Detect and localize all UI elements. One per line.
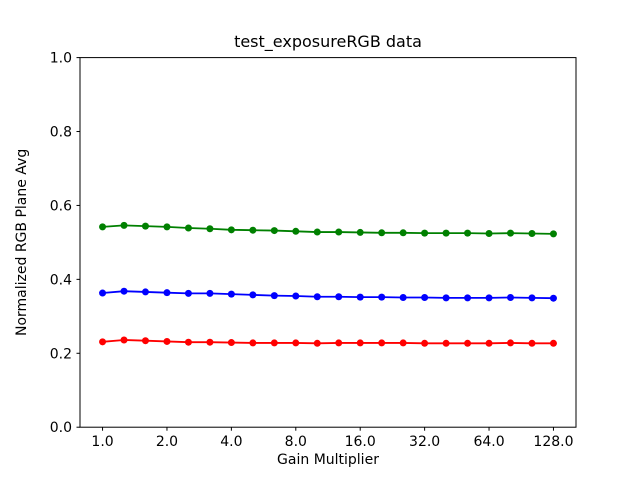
- data-point-marker-g: [464, 229, 472, 237]
- data-point-marker-b: [249, 291, 257, 299]
- data-point-marker-b: [184, 289, 192, 297]
- series-line-b: [101, 290, 555, 300]
- data-point-marker-g: [120, 221, 128, 229]
- series-line-g: [101, 224, 555, 235]
- data-point-marker-g: [249, 226, 257, 234]
- plot-area: 1.0 2.0 4.0 8.0 16.0 32.0 64.0 128.0 0.0 0.2 0.4 0.…: [50, 51, 577, 450]
- data-point-marker-b: [99, 289, 107, 297]
- data-point-marker-g: [99, 223, 107, 231]
- series-line-r: [101, 339, 555, 345]
- data-point-marker-g: [421, 229, 429, 237]
- y-axis-label: Normalized RGB Plane Avg: [14, 149, 30, 336]
- data-point-marker-b: [335, 293, 343, 301]
- x-tick-label: 4.0: [220, 434, 242, 450]
- data-point-marker-g: [292, 227, 300, 235]
- data-point-marker-b: [141, 288, 149, 296]
- data-point-marker-b: [120, 287, 128, 295]
- data-point-marker-b: [507, 293, 515, 301]
- data-point-marker-b: [464, 294, 472, 302]
- y-tick-label: 0.4: [50, 272, 72, 288]
- data-point-marker-g: [206, 225, 214, 233]
- data-point-marker-g: [184, 224, 192, 232]
- data-point-marker-r: [206, 338, 214, 346]
- x-axis-label: Gain Multiplier: [277, 452, 379, 468]
- axes-frame: [79, 57, 577, 428]
- data-point-marker-b: [356, 293, 364, 301]
- data-point-marker-g: [227, 226, 235, 234]
- data-point-marker-b: [549, 294, 557, 302]
- data-point-marker-b: [528, 294, 536, 302]
- data-point-marker-r: [120, 336, 128, 344]
- data-point-marker-g: [313, 228, 321, 236]
- data-point-marker-g: [399, 229, 407, 237]
- data-point-marker-r: [313, 339, 321, 347]
- data-point-marker-g: [141, 222, 149, 230]
- y-tick-label: 0.2: [50, 346, 72, 362]
- data-point-marker-r: [507, 339, 515, 347]
- data-point-marker-b: [442, 294, 450, 302]
- data-point-marker-r: [442, 339, 450, 347]
- x-tick-label: 8.0: [285, 434, 307, 450]
- y-tick-label: 0.0: [50, 420, 72, 436]
- data-point-marker-r: [184, 338, 192, 346]
- data-point-marker-r: [464, 339, 472, 347]
- data-point-marker-r: [485, 339, 493, 347]
- data-point-marker-g: [442, 229, 450, 237]
- data-point-marker-r: [292, 339, 300, 347]
- data-point-marker-b: [163, 289, 171, 297]
- data-point-marker-g: [270, 227, 278, 235]
- chart-title: test_exposureRGB data: [234, 32, 422, 52]
- y-tick-label: 0.8: [50, 125, 72, 141]
- data-point-marker-g: [356, 228, 364, 236]
- data-point-marker-b: [485, 294, 493, 302]
- data-point-marker-b: [206, 289, 214, 297]
- data-point-marker-r: [549, 339, 557, 347]
- data-point-marker-g: [528, 230, 536, 238]
- x-tick-label: 64.0: [473, 434, 504, 450]
- data-point-marker-r: [378, 339, 386, 347]
- data-point-marker-b: [313, 293, 321, 301]
- data-point-marker-r: [227, 339, 235, 347]
- data-point-marker-r: [335, 339, 343, 347]
- data-point-marker-b: [270, 292, 278, 300]
- data-point-marker-g: [485, 230, 493, 238]
- data-point-marker-b: [292, 292, 300, 300]
- data-point-marker-b: [421, 293, 429, 301]
- data-point-marker-g: [335, 228, 343, 236]
- data-point-marker-r: [528, 339, 536, 347]
- data-point-marker-b: [378, 293, 386, 301]
- y-tick-label: 0.6: [50, 198, 72, 214]
- data-point-marker-r: [163, 337, 171, 345]
- data-point-marker-r: [356, 339, 364, 347]
- data-point-marker-r: [141, 337, 149, 345]
- data-point-marker-r: [399, 339, 407, 347]
- x-tick-label: 1.0: [91, 434, 113, 450]
- data-point-marker-r: [270, 339, 278, 347]
- x-tick-label: 128.0: [533, 434, 573, 450]
- data-point-marker-b: [399, 293, 407, 301]
- data-point-marker-g: [378, 229, 386, 237]
- data-point-marker-r: [249, 339, 257, 347]
- data-point-marker-g: [163, 223, 171, 231]
- x-tick-label: 2.0: [156, 434, 178, 450]
- x-tick-label: 32.0: [409, 434, 440, 450]
- x-tick-label: 16.0: [345, 434, 376, 450]
- data-point-marker-g: [549, 230, 557, 238]
- data-point-marker-g: [507, 229, 515, 237]
- y-tick-label: 1.0: [50, 51, 72, 67]
- data-point-marker-r: [421, 339, 429, 347]
- data-point-marker-b: [227, 290, 235, 298]
- data-point-marker-r: [99, 338, 107, 346]
